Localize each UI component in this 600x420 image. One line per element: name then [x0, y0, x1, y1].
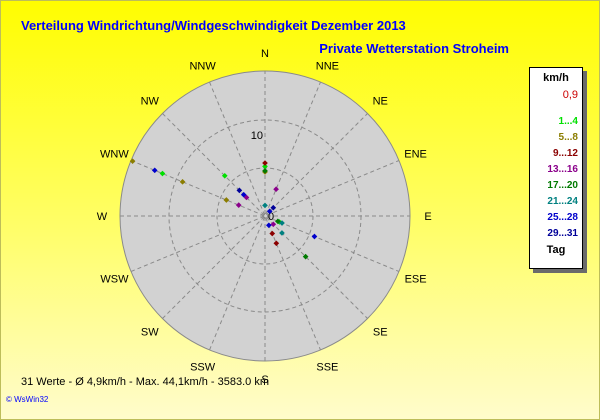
data-point-1 [159, 170, 166, 177]
data-point-0 [262, 163, 268, 170]
legend-item-1: 1...4 [558, 116, 578, 127]
direction-label-ssw: SSW [190, 362, 216, 374]
direction-label-sse: SSE [316, 362, 338, 374]
data-point-9 [273, 240, 280, 247]
legend-item-4: 13...16 [547, 164, 578, 175]
data-point-16 [262, 167, 268, 174]
spoke-line-ne [162, 113, 368, 319]
radial-tick-label-0: 0 [268, 211, 274, 223]
footer-stats: 31 Werte - Ø 4,9km/h - Max. 44,1km/h - 3… [21, 376, 269, 388]
legend-item-0: 0,9 [562, 89, 578, 101]
data-point-3 [221, 172, 228, 179]
direction-label-w: W [97, 211, 108, 223]
data-point-6 [223, 197, 230, 203]
data-point-24 [266, 208, 273, 215]
legend: km/h 0,9 1...4 5...8 9...12 13...16 17..… [529, 67, 583, 269]
direction-label-n: N [261, 48, 269, 60]
legend-item-8: 29...31 [547, 228, 578, 239]
direction-label-wnw: WNW [100, 149, 129, 161]
spoke-line-sse [209, 81, 321, 351]
data-point-4 [129, 158, 136, 164]
legend-item-6: 21...24 [547, 196, 578, 207]
legend-item-5: 17...20 [547, 180, 578, 191]
data-point-20 [262, 202, 268, 209]
data-point-18 [279, 220, 285, 226]
data-point-25 [266, 222, 272, 229]
data-point-19 [279, 230, 285, 236]
rose-spokes [120, 71, 410, 361]
data-point-15 [302, 253, 309, 260]
data-point-22 [311, 233, 318, 240]
data-point-13 [235, 202, 242, 208]
data-point-21 [151, 167, 158, 174]
legend-item-7: 25...28 [547, 212, 578, 223]
direction-label-e: E [424, 211, 431, 223]
direction-label-se: SE [373, 326, 388, 338]
legend-item-3: 9...12 [552, 148, 578, 159]
data-points [129, 158, 318, 260]
spoke-line-nne [209, 81, 321, 351]
direction-labels: N NNE NE ENE E ESE SE SSE S SSW SW WSW W WNW NW NNW [97, 48, 432, 386]
data-point-26 [236, 187, 243, 194]
spoke-line-ese [130, 160, 400, 272]
data-point-27 [270, 204, 277, 211]
direction-label-ese: ESE [405, 273, 427, 285]
chart-title: Verteilung Windrichtung/Windgeschwindigk… [21, 18, 406, 33]
legend-item-2: 5...8 [558, 132, 578, 143]
direction-label-s: S [261, 374, 268, 386]
direction-label-sw: SW [141, 326, 159, 338]
credit-text: © WsWin32 [6, 395, 49, 404]
chart-subtitle: Private Wetterstation Stroheim [319, 41, 509, 56]
direction-label-nne: NNE [316, 60, 339, 72]
radial-tick-label-10: 10 [251, 130, 263, 142]
data-point-23 [240, 191, 247, 198]
data-point-10 [262, 160, 268, 166]
direction-label-wsw: WSW [100, 273, 129, 285]
spoke-line-se [162, 113, 368, 319]
data-point-12 [273, 186, 279, 193]
data-point-5 [179, 179, 186, 185]
direction-label-nnw: NNW [189, 60, 216, 72]
legend-footer: Tag [546, 244, 566, 256]
data-point-14 [270, 221, 277, 228]
data-point-8 [269, 230, 276, 237]
data-point-17 [275, 218, 281, 225]
direction-label-ene: ENE [404, 149, 427, 161]
spoke-line-ene [130, 160, 400, 272]
direction-label-ne: NE [373, 96, 388, 108]
direction-label-nw: NW [141, 96, 160, 108]
legend-header: km/h [543, 72, 569, 84]
